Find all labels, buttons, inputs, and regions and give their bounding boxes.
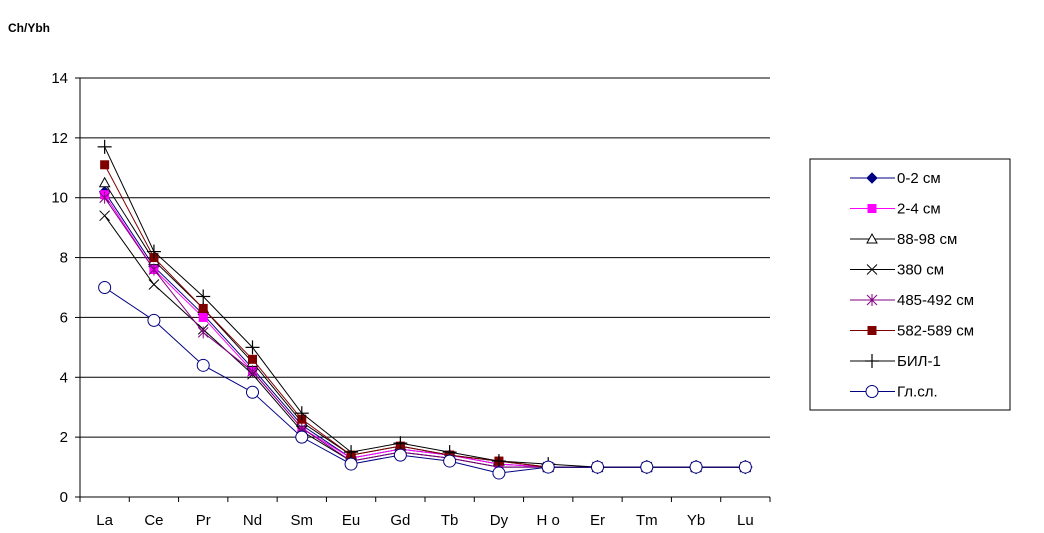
legend-item: БИЛ-1 xyxy=(850,353,941,370)
legend-marker xyxy=(867,204,877,213)
data-point xyxy=(148,263,160,276)
x-tick-label: Yb xyxy=(687,512,705,529)
data-point xyxy=(640,460,654,474)
series-6 xyxy=(100,160,750,472)
legend-item: 0-2 см xyxy=(850,170,941,187)
series-8 xyxy=(98,281,752,480)
data-point xyxy=(198,312,208,322)
x-tick-label: Eu xyxy=(342,512,360,529)
legend-label: 2-4 см xyxy=(897,201,941,218)
legend-label: 582-589 см xyxy=(897,323,974,340)
data-point xyxy=(198,303,208,313)
legend-label: 380 см xyxy=(897,262,944,279)
data-point xyxy=(443,454,457,468)
y-tick-label: 8 xyxy=(60,250,68,267)
data-point xyxy=(248,354,257,364)
x-tick-label: Dy xyxy=(490,512,509,529)
data-point xyxy=(738,460,752,474)
legend-marker xyxy=(866,232,878,244)
data-point xyxy=(491,454,506,469)
data-point xyxy=(591,460,604,474)
legend-box xyxy=(809,158,1011,411)
data-point xyxy=(492,466,506,480)
data-point xyxy=(393,448,407,462)
data-point xyxy=(393,436,408,451)
series-line xyxy=(104,215,746,468)
series-2 xyxy=(100,190,750,472)
y-tick-label: 12 xyxy=(51,130,68,147)
gridlines xyxy=(80,77,770,438)
data-point xyxy=(147,313,161,327)
legend-marker xyxy=(866,172,878,184)
data-point xyxy=(245,340,260,355)
legend-item: 582-589 см xyxy=(850,323,974,340)
x-tick-label: Pr xyxy=(196,512,211,529)
data-point xyxy=(197,326,209,339)
legend-marker xyxy=(865,354,879,368)
legend-marker xyxy=(866,264,878,275)
x-tick-label: H o xyxy=(537,512,560,529)
x-tick-label: Ce xyxy=(144,512,163,529)
x-tick-label: Nd xyxy=(243,512,262,529)
x-tick-label: Er xyxy=(590,512,605,529)
data-point xyxy=(100,160,110,170)
y-tick-label: 2 xyxy=(60,429,68,446)
series-line xyxy=(104,287,746,474)
data-point xyxy=(247,365,258,378)
legend-marker xyxy=(865,385,879,398)
data-point xyxy=(98,176,111,188)
y-tick-label: 10 xyxy=(51,190,68,207)
x-tick-label: Tm xyxy=(636,512,658,529)
legend-item: 2-4 см xyxy=(850,201,941,218)
legend-label: БИЛ-1 xyxy=(897,353,941,370)
series-1 xyxy=(98,186,752,473)
legend-label: Гл.сл. xyxy=(897,384,938,401)
legend-label: 485-492 см xyxy=(897,292,974,309)
data-point xyxy=(295,430,309,444)
legend-marker xyxy=(866,294,878,306)
axes xyxy=(75,77,771,502)
data-point xyxy=(196,289,211,304)
x-tick-label: Lu xyxy=(737,512,754,529)
y-tick-label: 6 xyxy=(60,309,68,326)
data-point xyxy=(146,244,161,259)
data-point xyxy=(196,358,210,372)
data-point xyxy=(344,445,359,460)
data-point xyxy=(246,385,259,399)
legend-item: 485-492 см xyxy=(850,292,974,309)
data-point xyxy=(294,406,309,421)
data-point xyxy=(689,460,703,474)
series-line xyxy=(104,194,746,468)
data-point xyxy=(344,457,358,471)
x-tick-labels: La Ce Pr Nd Sm Eu Gd Tb Dy H o Er Tm Yb Lu xyxy=(96,512,753,529)
x-tick-label: Gd xyxy=(390,512,410,529)
y-tick-label: 4 xyxy=(60,369,68,386)
legend-label: 0-2 см xyxy=(897,170,941,187)
data-point xyxy=(97,139,112,154)
x-tick-label: La xyxy=(96,512,113,529)
data-point xyxy=(99,210,110,222)
series xyxy=(97,139,753,480)
data-point xyxy=(99,191,110,204)
y-tick-labels: 0 2 4 6 8 10 12 14 xyxy=(51,70,68,506)
legend-item: 380 см xyxy=(850,262,944,279)
legend: 0-2 см 2-4 см 88-98 см 380 см 485-492 см 582-… xyxy=(809,158,1011,411)
legend-label: 88-98 см xyxy=(897,231,957,248)
data-point xyxy=(98,281,112,294)
series-4 xyxy=(99,210,751,473)
data-point xyxy=(148,279,160,290)
y-tick-label: 14 xyxy=(51,70,68,87)
legend-item: Гл.сл. xyxy=(850,384,938,401)
data-point xyxy=(541,460,555,474)
legend-marker xyxy=(867,326,877,335)
x-tick-label: Tb xyxy=(441,512,459,529)
y-tick-label: 0 xyxy=(60,489,68,506)
x-tick-label: Sm xyxy=(291,512,314,529)
series-line xyxy=(104,182,746,468)
y-axis-label: Ch/Ybh xyxy=(8,21,50,35)
series-5 xyxy=(99,191,751,474)
legend-item: 88-98 см xyxy=(850,231,957,248)
